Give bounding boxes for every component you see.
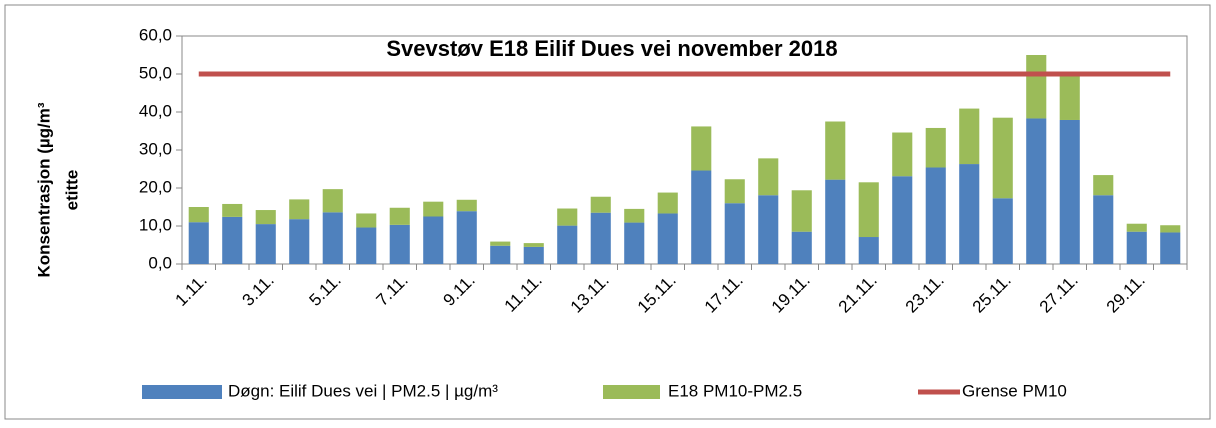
bar <box>724 179 745 204</box>
bar <box>892 176 913 264</box>
y-tick-label: 40,0 <box>139 101 172 120</box>
y-axis-label: etitte <box>62 170 81 211</box>
bar <box>557 225 578 264</box>
bar <box>1093 175 1114 196</box>
bar <box>657 192 678 214</box>
bar <box>624 208 645 223</box>
bar <box>1126 231 1147 264</box>
bar <box>1059 74 1080 120</box>
y-tick-label: 0,0 <box>148 253 172 272</box>
bar <box>222 203 243 217</box>
legend-swatch <box>142 385 222 399</box>
bar <box>691 170 712 264</box>
y-tick-label: 60,0 <box>139 25 172 44</box>
bar <box>892 132 913 177</box>
bar <box>1059 119 1080 264</box>
bar <box>490 245 511 264</box>
bar <box>456 211 477 264</box>
bar <box>825 121 846 180</box>
bar <box>590 212 611 264</box>
bar <box>1126 223 1147 232</box>
bar <box>1026 118 1047 265</box>
bar <box>255 224 276 264</box>
bar <box>791 231 812 264</box>
bar <box>490 241 511 246</box>
bar <box>925 127 946 168</box>
bar <box>356 213 377 228</box>
bar <box>188 207 209 223</box>
bar <box>758 195 779 264</box>
bar <box>389 207 410 225</box>
y-tick-label: 30,0 <box>139 139 172 158</box>
bar <box>825 179 846 264</box>
bar <box>322 189 343 213</box>
bar <box>724 203 745 264</box>
bar <box>858 182 879 238</box>
bar <box>523 246 544 264</box>
y-axis-label: Konsentrasjon (µg/m³ <box>34 102 53 277</box>
bar <box>456 199 477 212</box>
y-tick-label: 50,0 <box>139 63 172 82</box>
bar <box>959 108 980 165</box>
bar <box>1026 55 1047 119</box>
bar <box>791 190 812 232</box>
legend-label: Døgn: Eilif Dues vei | PM2.5 | µg/m³ <box>228 381 498 400</box>
bar <box>523 243 544 247</box>
bar <box>1160 225 1181 233</box>
chart-title: Svevstøv E18 Eilif Dues vei november 201… <box>386 36 837 61</box>
bar <box>858 237 879 264</box>
bar <box>1160 232 1181 264</box>
bar <box>959 164 980 264</box>
bar <box>1093 195 1114 264</box>
bar <box>992 117 1013 199</box>
bar <box>590 196 611 213</box>
y-tick-label: 20,0 <box>139 177 172 196</box>
bar <box>289 219 310 264</box>
bar <box>356 227 377 264</box>
bar <box>423 216 444 264</box>
bar <box>322 212 343 264</box>
bar <box>691 126 712 171</box>
bar <box>758 158 779 196</box>
bar <box>657 213 678 264</box>
legend-swatch <box>603 385 660 399</box>
bar <box>624 222 645 264</box>
bar <box>222 216 243 264</box>
bar <box>423 201 444 217</box>
bar <box>289 199 310 220</box>
y-tick-label: 10,0 <box>139 215 172 234</box>
bar <box>925 167 946 264</box>
bar <box>389 224 410 264</box>
bar <box>557 208 578 226</box>
legend-label: E18 PM10-PM2.5 <box>668 381 802 400</box>
legend-label: Grense PM10 <box>962 381 1067 400</box>
bar <box>255 210 276 225</box>
bar <box>992 198 1013 264</box>
bar <box>188 222 209 264</box>
